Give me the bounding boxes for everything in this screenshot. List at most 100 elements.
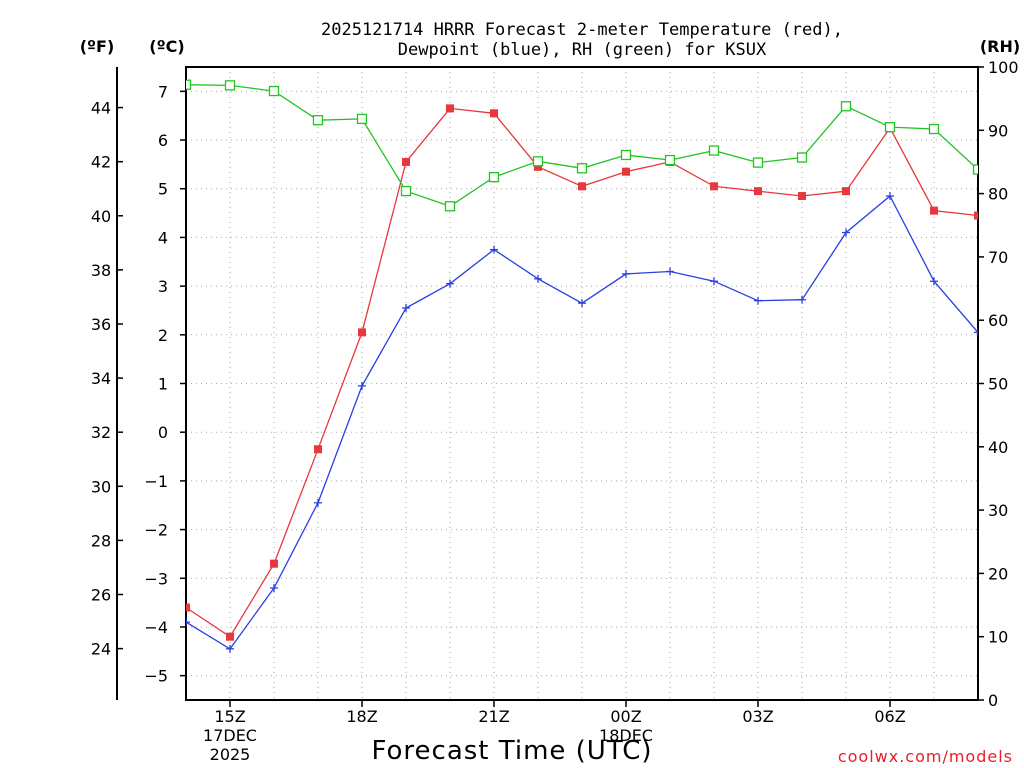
rh-tick-label: 70 — [988, 248, 1008, 267]
rh-tick-label: 60 — [988, 311, 1008, 330]
series-temperature — [186, 104, 978, 641]
x-tick-label: 17DEC — [203, 726, 257, 745]
rh-tick-label: 20 — [988, 564, 1008, 583]
data-point — [664, 154, 676, 166]
data-point — [930, 277, 938, 286]
rh-tick-label: 40 — [988, 438, 1008, 457]
data-point — [226, 644, 234, 653]
chart-title-line2: Dewpoint (blue), RH (green) for KSUX — [398, 40, 767, 60]
fahrenheit-tick-label: 38 — [91, 261, 111, 280]
data-point — [490, 245, 498, 254]
fahrenheit-tick-label: 28 — [91, 531, 111, 550]
data-point — [224, 80, 236, 91]
celsius-tick-label: 7 — [158, 82, 168, 101]
data-point — [752, 157, 764, 168]
x-tick-label: 00Z — [610, 707, 641, 726]
celsius-tick-label: 0 — [158, 423, 168, 442]
celsius-tick-label: −1 — [144, 472, 168, 491]
data-point — [842, 228, 850, 237]
data-point — [620, 149, 632, 161]
data-point — [226, 632, 234, 641]
fahrenheit-tick-label: 42 — [91, 153, 111, 172]
data-point — [840, 101, 852, 112]
fahrenheit-tick-label: 40 — [91, 207, 111, 226]
fahrenheit-unit-label: (ºF) — [80, 37, 115, 56]
fahrenheit-tick-label: 32 — [91, 423, 111, 442]
data-point — [708, 145, 720, 156]
data-point — [444, 201, 456, 212]
data-point — [312, 115, 324, 126]
celsius-tick-label: 1 — [158, 375, 168, 394]
rh-tick-label: 30 — [988, 501, 1008, 520]
x-axis-label: Forecast Time (UTC) — [371, 736, 652, 766]
rh-tick-label: 80 — [988, 185, 1008, 204]
data-point — [446, 279, 454, 288]
celsius-unit-label: (ºC) — [149, 37, 184, 56]
fahrenheit-tick-label: 26 — [91, 586, 111, 605]
data-point — [884, 121, 896, 133]
celsius-tick-label: 3 — [158, 277, 168, 296]
data-point — [798, 192, 806, 201]
data-point — [268, 85, 280, 97]
data-point — [796, 152, 808, 163]
x-tick-label: 03Z — [742, 707, 773, 726]
data-point — [576, 163, 588, 174]
fahrenheit-tick-label: 24 — [91, 640, 111, 659]
data-point — [710, 182, 718, 191]
data-point — [622, 167, 630, 176]
data-point — [534, 274, 542, 283]
grid-lines — [185, 67, 979, 700]
x-tick-label: 2025 — [210, 745, 251, 764]
data-point — [754, 187, 762, 196]
fahrenheit-tick-label: 44 — [91, 99, 111, 118]
chart-title-line1: 2025121714 HRRR Forecast 2-meter Tempera… — [321, 20, 843, 40]
data-point — [358, 328, 366, 337]
data-point — [534, 162, 542, 171]
data-point — [622, 269, 630, 278]
celsius-tick-label: 6 — [158, 131, 168, 150]
data-point — [402, 304, 410, 313]
data-point — [798, 295, 806, 304]
rh-tick-label: 90 — [988, 121, 1008, 140]
data-point — [186, 603, 190, 612]
fahrenheit-tick-label: 36 — [91, 315, 111, 334]
data-point — [400, 185, 412, 197]
data-point — [490, 109, 498, 118]
fahrenheit-tick-label: 34 — [91, 369, 111, 388]
data-point — [578, 299, 586, 308]
x-tick-label: 15Z — [214, 707, 245, 726]
rh-unit-label: (RH) — [980, 37, 1020, 56]
data-point — [270, 584, 278, 593]
data-point — [356, 113, 368, 125]
celsius-tick-label: −4 — [144, 618, 168, 637]
celsius-tick-label: 2 — [158, 326, 168, 345]
x-tick-label: 21Z — [478, 707, 509, 726]
x-tick-label: 18Z — [346, 707, 377, 726]
data-point — [666, 267, 674, 276]
data-series — [186, 79, 978, 653]
x-tick-label: 18DEC — [599, 726, 653, 745]
data-point — [532, 156, 544, 167]
data-point — [710, 277, 718, 286]
celsius-tick-label: −2 — [144, 521, 168, 540]
data-point — [186, 79, 192, 90]
data-point — [930, 206, 938, 215]
data-point — [402, 157, 410, 166]
data-point — [754, 296, 762, 305]
data-point — [186, 618, 190, 627]
celsius-tick-label: 4 — [158, 228, 168, 247]
data-point — [488, 171, 500, 183]
celsius-tick-label: −3 — [144, 569, 168, 588]
data-point — [270, 559, 278, 568]
axes: 444240383634323028262476543210−1−2−3−4−5… — [91, 58, 1019, 764]
x-tick-label: 06Z — [874, 707, 905, 726]
data-point — [578, 182, 586, 191]
rh-tick-label: 10 — [988, 628, 1008, 647]
data-point — [446, 104, 454, 113]
data-point — [842, 187, 850, 196]
data-point — [974, 211, 978, 220]
rh-tick-label: 100 — [988, 58, 1019, 77]
data-point — [974, 328, 978, 337]
rh-tick-label: 50 — [988, 375, 1008, 394]
